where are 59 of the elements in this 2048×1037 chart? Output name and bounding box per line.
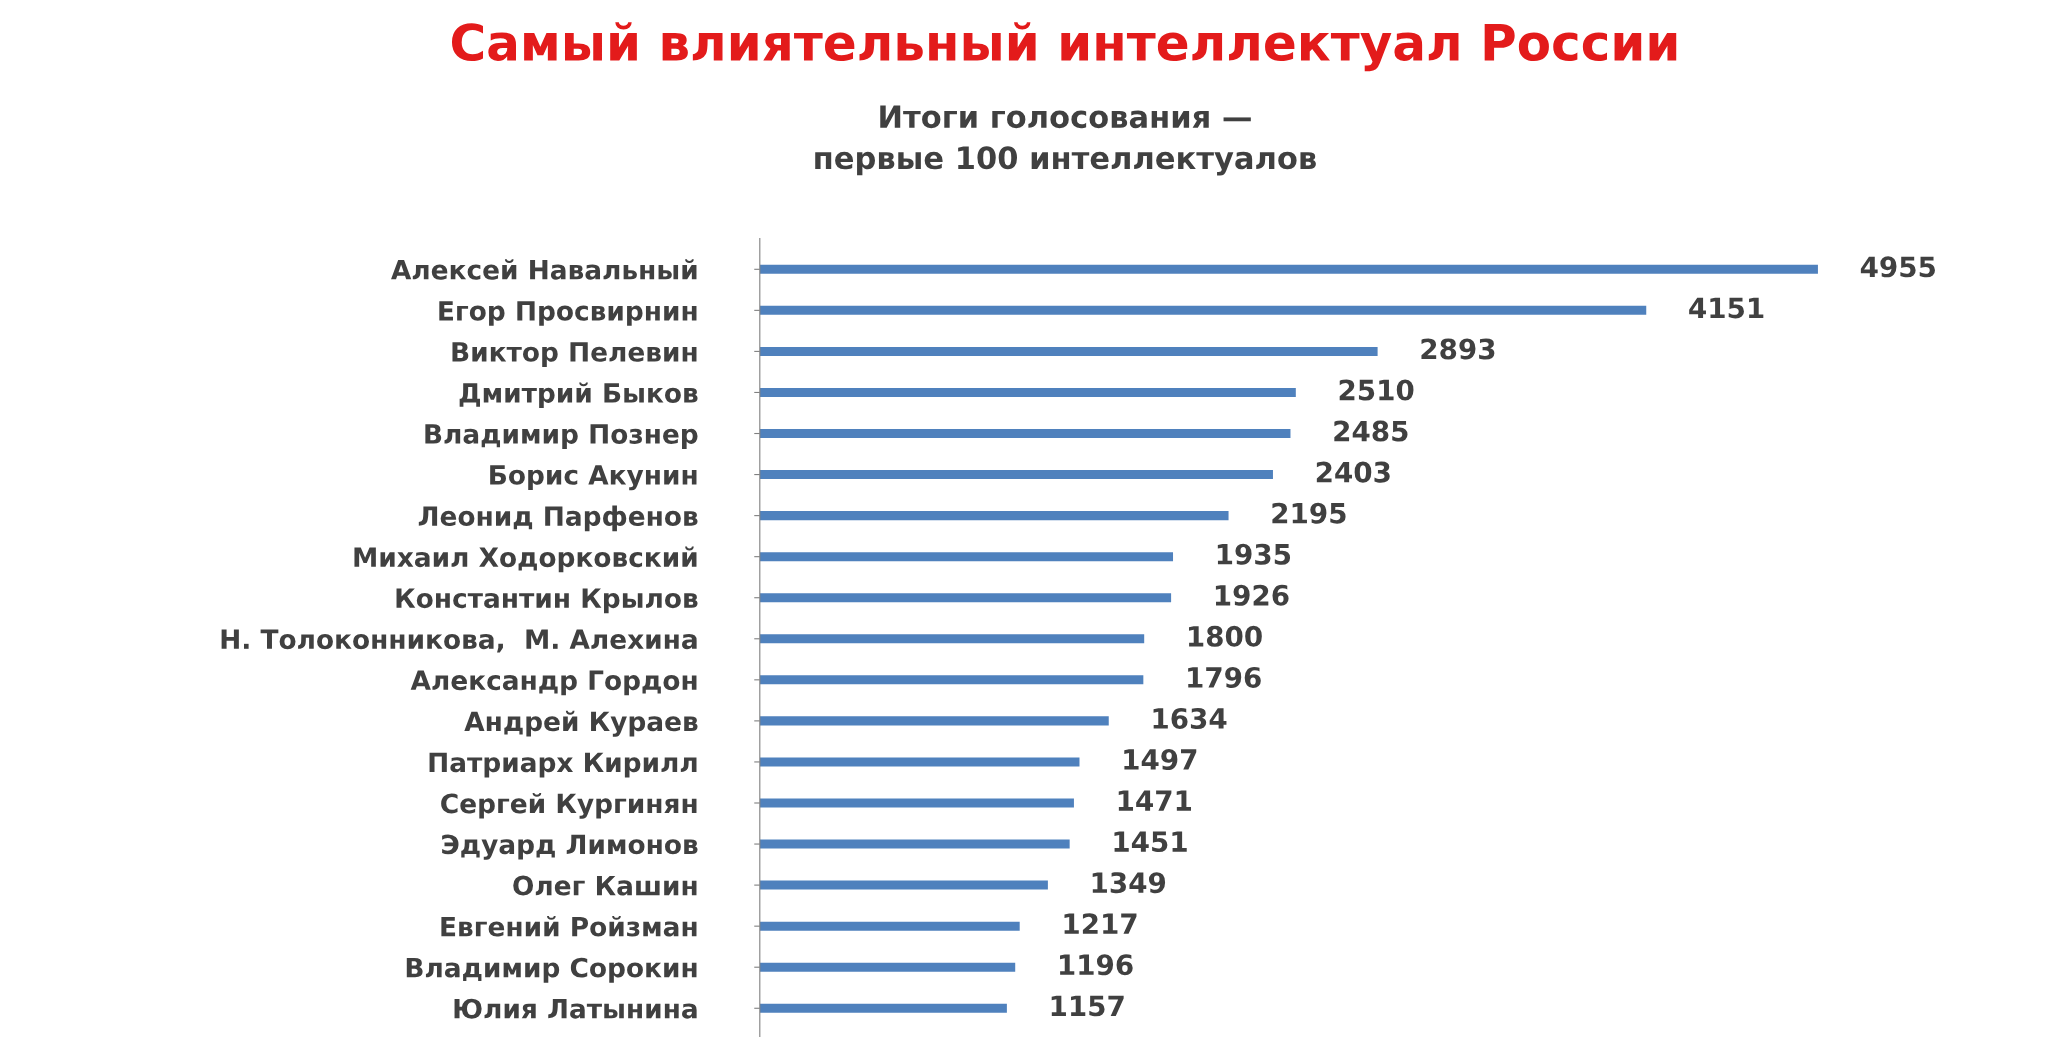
y-tick-label: Владимир Познер — [425, 424, 698, 450]
data-label: 1497 — [1124, 749, 1197, 770]
bar — [759, 264, 1818, 274]
y-tick-label: Виктор Пелевин — [452, 342, 697, 367]
chart-title: Самый влиятельный интеллектуал России — [451, 22, 1677, 72]
bar — [759, 1003, 1007, 1013]
y-tick-label: Егор Просвирнин — [439, 301, 697, 326]
y-tick-label: Александр Гордон — [410, 670, 697, 696]
data-label: 1634 — [1153, 707, 1227, 729]
chart-subtitle: Итоги голосования — первые 100 интеллектуалов — [815, 105, 1316, 176]
y-tick-label: Борис Акунин — [490, 465, 697, 491]
bar — [759, 675, 1144, 685]
y-tick-label: Н. Толоконникова, М. Алехина — [221, 629, 697, 653]
data-label: 1451 — [1114, 831, 1187, 853]
data-label: 1196 — [1060, 954, 1133, 976]
data-label: 1217 — [1064, 913, 1137, 934]
y-tick-label: Леонид Парфенов — [418, 505, 698, 532]
y-tick-label: Владимир Сорокин — [406, 957, 697, 983]
y-tick-label: Андрей Кураев — [464, 710, 698, 737]
data-label: 1796 — [1188, 666, 1261, 688]
bar — [759, 921, 1020, 931]
bar — [759, 552, 1174, 562]
bar — [759, 429, 1291, 439]
data-label: 2893 — [1421, 338, 1495, 360]
bar — [759, 593, 1172, 603]
bar — [759, 962, 1016, 972]
data-label: 2195 — [1272, 502, 1346, 524]
y-tick-label: Константин Крылов — [396, 588, 698, 614]
data-label: 2485 — [1334, 420, 1408, 442]
data-label: 2510 — [1339, 379, 1414, 401]
y-tick-label: Сергей Кургинян — [441, 792, 697, 819]
data-label: 1926 — [1215, 584, 1289, 606]
bar — [759, 387, 1296, 397]
data-label: 1471 — [1118, 790, 1192, 811]
y-tick-label: Евгений Ройзман — [441, 916, 697, 937]
data-label: 1349 — [1092, 872, 1166, 894]
bar — [759, 470, 1273, 480]
y-tick-label: Дмитрий Быков — [459, 382, 698, 409]
y-tick-label: Эдуард Лимонов — [442, 834, 698, 860]
data-label: 4955 — [1860, 256, 1935, 278]
bar — [759, 839, 1070, 849]
data-label: 4151 — [1689, 297, 1764, 319]
bar — [759, 634, 1145, 644]
y-tick-label: Патриарх Кирилл — [429, 752, 697, 778]
y-tick-label: Михаил Ходорковский — [354, 546, 697, 573]
bar — [759, 305, 1647, 315]
y-tick-label: Олег Кашин — [513, 875, 697, 896]
y-tick-label: Алексей Навальный — [391, 259, 697, 280]
data-label: 1800 — [1189, 625, 1262, 647]
bar — [759, 346, 1378, 356]
data-label: 1935 — [1217, 543, 1291, 565]
bar — [759, 757, 1080, 767]
bar — [759, 511, 1229, 521]
bar — [759, 880, 1048, 890]
y-tick-label: Юлия Латынина — [454, 998, 697, 1019]
bar — [759, 716, 1109, 726]
bar — [759, 798, 1074, 808]
data-label: 1157 — [1051, 995, 1124, 1017]
data-label: 2403 — [1316, 461, 1390, 483]
